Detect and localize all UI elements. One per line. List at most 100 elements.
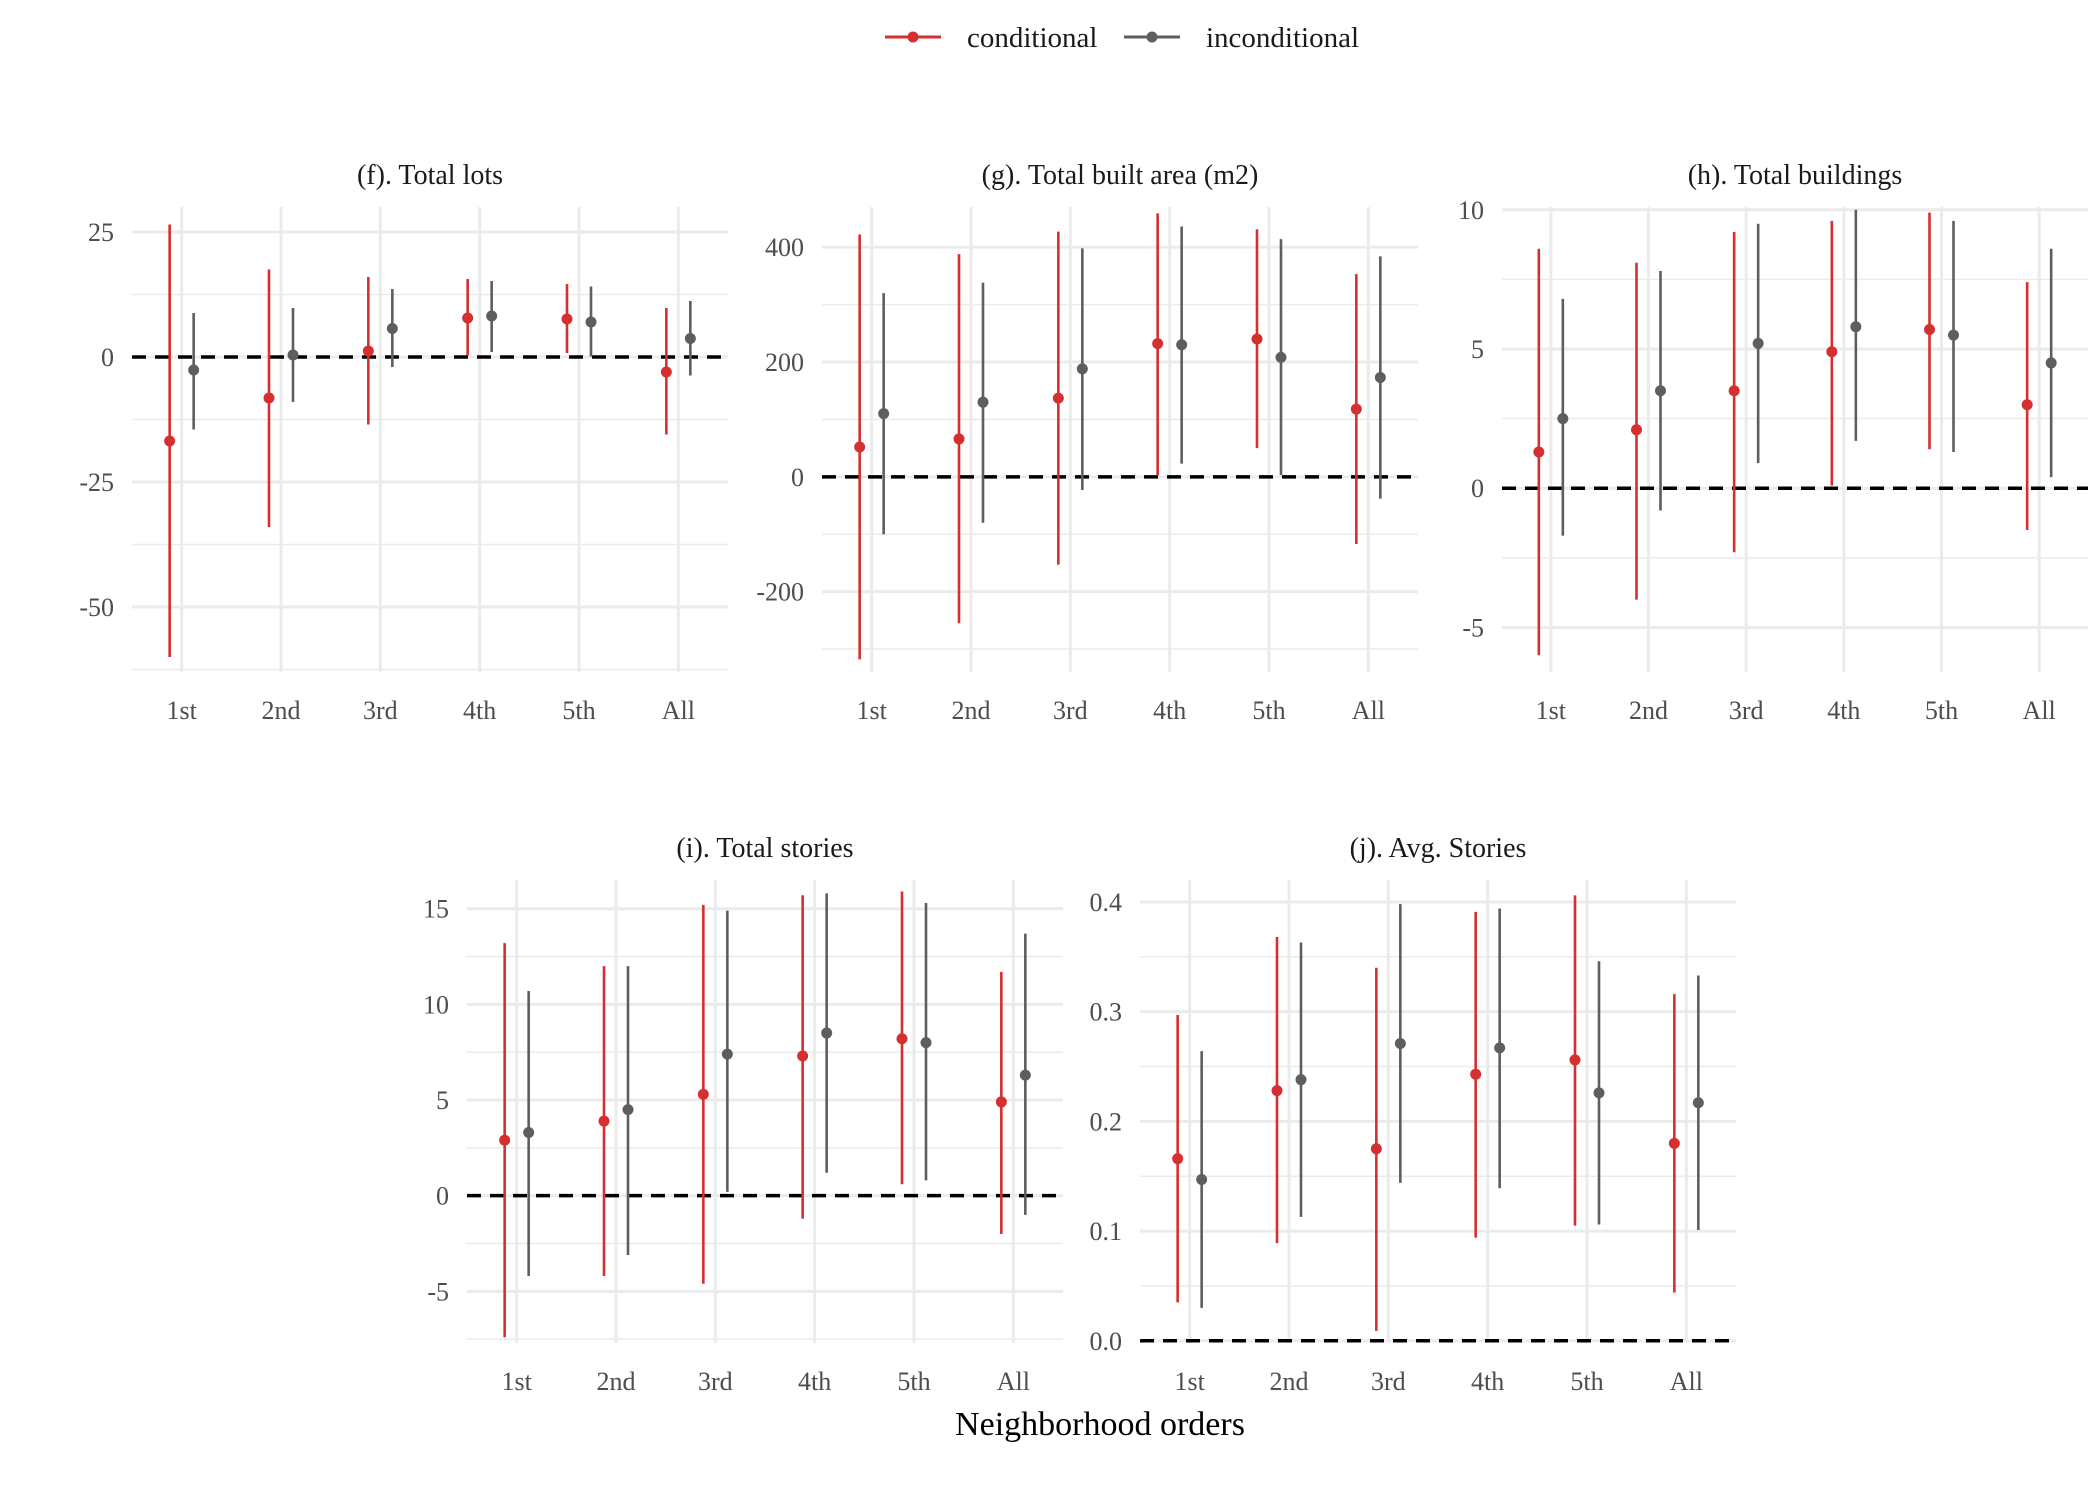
y-tick-label: 5 (436, 1086, 449, 1115)
series-conditional (854, 213, 1362, 660)
point-estimate (1470, 1068, 1482, 1080)
x-tick-label: All (997, 1367, 1030, 1396)
panel-title: (j). Avg. Stories (1350, 833, 1527, 864)
y-tick-label: 0 (1471, 474, 1484, 503)
point-estimate (287, 349, 299, 361)
x-tick-label: 1st (856, 696, 887, 725)
series-inconditional (1196, 904, 1704, 1308)
point-estimate (164, 435, 176, 447)
x-tick-label: 2nd (952, 696, 991, 725)
y-tick-label: -25 (79, 468, 114, 497)
panel-title: (h). Total buildings (1688, 160, 1903, 191)
y-tick-label: -5 (1462, 613, 1484, 642)
point-estimate (1350, 403, 1362, 415)
legend-swatch-point (1146, 31, 1158, 43)
point-estimate (1850, 321, 1862, 333)
y-tick-label: 0.3 (1090, 998, 1123, 1027)
point-estimate (1019, 1069, 1031, 1081)
point-estimate (1152, 338, 1164, 350)
x-tick-label: 5th (897, 1367, 930, 1396)
x-tick-label: 5th (1570, 1367, 1603, 1396)
point-estimate (263, 392, 275, 404)
x-tick-label: 2nd (1270, 1367, 1309, 1396)
point-estimate (797, 1050, 809, 1062)
x-tick-label: All (2023, 696, 2056, 725)
series-conditional (1533, 212, 2033, 656)
y-tick-label: 400 (765, 233, 804, 262)
series-inconditional (188, 281, 696, 430)
y-tick-label: -5 (427, 1277, 449, 1306)
point-estimate (821, 1027, 833, 1039)
point-estimate (462, 312, 474, 324)
x-tick-label: All (1670, 1367, 1703, 1396)
panel-title: (i). Total stories (676, 833, 853, 864)
point-estimate (2021, 399, 2033, 411)
x-tick-label: All (1352, 696, 1385, 725)
x-tick-label: 2nd (262, 696, 301, 725)
legend-label: conditional (967, 22, 1097, 54)
y-tick-label: 200 (765, 348, 804, 377)
x-tick-label: 4th (1153, 696, 1186, 725)
point-estimate (2045, 357, 2057, 369)
point-estimate (1196, 1174, 1208, 1186)
legend: conditional inconditional (885, 22, 1359, 54)
x-tick-label: 5th (1925, 696, 1958, 725)
y-tick-label: 15 (423, 895, 449, 924)
point-estimate (1394, 1037, 1406, 1049)
point-estimate (1052, 392, 1064, 404)
point-estimate (1370, 1143, 1382, 1155)
point-estimate (1557, 413, 1569, 425)
point-estimate (854, 441, 866, 453)
x-tick-label: 3rd (1371, 1367, 1406, 1396)
y-tick-label: 0.2 (1090, 1107, 1123, 1136)
point-estimate (1752, 337, 1764, 349)
series-conditional (164, 224, 672, 657)
point-estimate (1275, 351, 1287, 363)
point-estimate (1728, 385, 1740, 397)
series-conditional (1172, 895, 1680, 1331)
point-estimate (721, 1048, 733, 1060)
x-tick-label: 2nd (597, 1367, 636, 1396)
x-tick-label: 4th (1471, 1367, 1504, 1396)
x-tick-label: 2nd (1629, 696, 1668, 725)
y-tick-label: 10 (1458, 196, 1484, 225)
series-inconditional (523, 893, 1031, 1277)
panel-f: -50 -25 0 25 1st 2nd 3rd 4th 5th All (f). Total lo… (79, 160, 728, 725)
point-estimate (878, 408, 890, 420)
point-estimate (1948, 329, 1959, 341)
x-tick-label: 3rd (363, 696, 398, 725)
x-tick-label: 1st (501, 1367, 532, 1396)
point-estimate (1668, 1137, 1680, 1149)
y-tick-label: 5 (1471, 335, 1484, 364)
point-estimate (1076, 363, 1088, 375)
point-estimate (896, 1033, 908, 1045)
point-estimate (953, 433, 965, 445)
point-estimate (561, 313, 573, 325)
x-tick-label: 3rd (1729, 696, 1764, 725)
x-tick-label: 4th (463, 696, 496, 725)
x-tick-label: 5th (1252, 696, 1285, 725)
x-tick-label: All (662, 696, 695, 725)
y-tick-label: 0 (791, 463, 804, 492)
point-estimate (1533, 446, 1545, 458)
point-estimate (499, 1134, 511, 1146)
point-estimate (1826, 346, 1838, 358)
x-tick-label: 4th (1827, 696, 1860, 725)
point-estimate (1924, 324, 1935, 336)
point-estimate (1494, 1042, 1506, 1054)
panel-h: -5 0 5 10 1st 2nd 3rd 4th 5th All (h). Total build… (1458, 160, 2088, 725)
x-tick-label: 3rd (1053, 696, 1088, 725)
x-tick-label: 4th (798, 1367, 831, 1396)
point-estimate (697, 1088, 709, 1100)
y-tick-label: 0.0 (1090, 1327, 1123, 1356)
x-tick-label: 3rd (698, 1367, 733, 1396)
y-tick-label: 25 (88, 218, 114, 247)
y-tick-label: 0 (436, 1182, 449, 1211)
point-estimate (622, 1104, 634, 1116)
point-estimate (920, 1037, 932, 1049)
x-tick-label: 1st (166, 696, 197, 725)
legend-item-inconditional: inconditional (1124, 22, 1359, 54)
point-estimate (995, 1096, 1007, 1108)
